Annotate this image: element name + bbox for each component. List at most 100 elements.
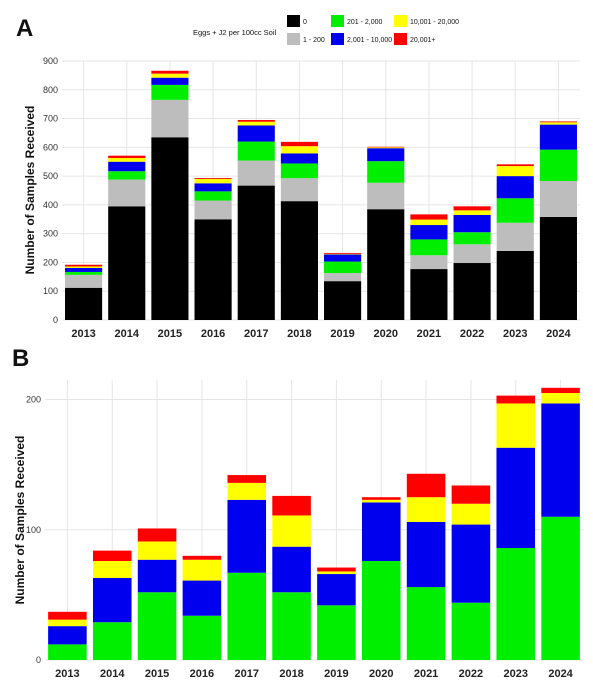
y-tick-label: 700 bbox=[43, 114, 58, 124]
bar-segment bbox=[541, 393, 580, 404]
bar-segment bbox=[182, 555, 222, 560]
bar-segment bbox=[317, 571, 356, 575]
bar-segment bbox=[92, 550, 132, 562]
x-tick-label: 2024 bbox=[548, 668, 573, 680]
bar-segment bbox=[451, 602, 491, 660]
bar-segment bbox=[324, 254, 362, 262]
x-tick-label: 2022 bbox=[459, 668, 483, 680]
bar-segment bbox=[539, 124, 577, 150]
x-tick-label: 2013 bbox=[55, 668, 79, 680]
bar-segment bbox=[541, 387, 580, 394]
y-tick-label: 600 bbox=[43, 142, 58, 152]
bar-segment bbox=[92, 561, 132, 578]
x-tick-label: 2023 bbox=[504, 668, 528, 680]
y-tick-label: 0 bbox=[36, 655, 41, 665]
legend-swatch bbox=[394, 33, 407, 45]
y-tick-label: 300 bbox=[43, 229, 58, 239]
bar-segment bbox=[496, 166, 534, 177]
bar-segment bbox=[453, 263, 491, 320]
bar-segment bbox=[237, 185, 275, 320]
bar-segment bbox=[280, 163, 318, 179]
bar-segment bbox=[539, 149, 577, 182]
x-tick-label: 2019 bbox=[324, 668, 348, 680]
bar-segment bbox=[108, 155, 146, 158]
legend-label: 0 bbox=[303, 19, 307, 26]
x-tick-label: 2016 bbox=[190, 668, 214, 680]
bar-segment bbox=[272, 515, 311, 547]
bar-segment bbox=[65, 271, 103, 275]
bar-segment bbox=[137, 559, 177, 593]
bar-segment bbox=[539, 122, 577, 125]
legend-swatch bbox=[394, 15, 407, 27]
bar-segment bbox=[182, 559, 222, 581]
bar-segment bbox=[272, 495, 311, 516]
bar-segment bbox=[410, 269, 448, 320]
bar-segment bbox=[451, 524, 491, 603]
x-tick-label: 2020 bbox=[369, 668, 393, 680]
bar-segment bbox=[137, 541, 177, 560]
bar-segment bbox=[65, 266, 103, 268]
bar-segment bbox=[227, 499, 267, 573]
bar-segment bbox=[496, 222, 534, 251]
bar-segment bbox=[48, 626, 87, 645]
bar-segment bbox=[406, 521, 446, 588]
y-tick-label: 100 bbox=[43, 286, 58, 296]
bar-segment bbox=[324, 273, 362, 282]
y-tick-label: 200 bbox=[43, 257, 58, 267]
panel-b-chart: Number of Samples Received 0 100 200 2013 20… bbox=[13, 380, 583, 680]
bar-segment bbox=[194, 191, 232, 201]
bar-segment bbox=[410, 239, 448, 256]
bar-segment bbox=[48, 611, 87, 620]
legend-label: 1 - 200 bbox=[303, 37, 325, 44]
bar-segment bbox=[108, 171, 146, 180]
bar-segment bbox=[541, 516, 580, 660]
bar-segment bbox=[280, 153, 318, 164]
bar-segment bbox=[194, 183, 232, 192]
bar-segment bbox=[496, 250, 534, 320]
panel-a-y-axis-label: Number of Samples Received bbox=[23, 106, 37, 275]
bar-segment bbox=[453, 214, 491, 233]
bar-segment bbox=[453, 232, 491, 245]
bar-segment bbox=[367, 182, 405, 210]
bar-segment bbox=[367, 209, 405, 320]
bar-segment bbox=[541, 403, 580, 517]
bar-segment bbox=[406, 473, 446, 498]
panel-letter-b: B bbox=[12, 345, 29, 372]
bar-segment bbox=[108, 206, 146, 320]
bar-segment bbox=[237, 121, 275, 126]
bar-segment bbox=[496, 395, 536, 404]
y-tick-label: 100 bbox=[26, 525, 41, 535]
bar-segment bbox=[237, 160, 275, 186]
x-tick-label: 2020 bbox=[374, 328, 398, 340]
bar-segment bbox=[496, 198, 534, 223]
bar-segment bbox=[227, 475, 267, 483]
x-tick-label: 2019 bbox=[330, 328, 354, 340]
y-tick-label: 0 bbox=[53, 315, 58, 325]
bar-segment bbox=[227, 482, 267, 500]
bar-segment bbox=[367, 147, 405, 149]
bar-segment bbox=[496, 176, 534, 199]
legend: Eggs + J2 per 100cc Soil 0 1 - 200 201 - 2… bbox=[193, 15, 459, 45]
bar-segment bbox=[137, 592, 177, 660]
x-tick-label: 2013 bbox=[71, 328, 95, 340]
legend-swatch bbox=[331, 33, 344, 45]
bar-segment bbox=[108, 179, 146, 207]
bar-segment bbox=[151, 73, 189, 78]
bar-segment bbox=[182, 615, 222, 660]
bar-segment bbox=[539, 181, 577, 217]
legend-label: 201 - 2,000 bbox=[347, 19, 383, 26]
x-tick-label: 2016 bbox=[201, 328, 225, 340]
legend-label: 10,001 - 20,000 bbox=[410, 19, 459, 26]
bar-segment bbox=[280, 201, 318, 320]
bar-segment bbox=[194, 178, 232, 184]
y-tick-label: 200 bbox=[26, 395, 41, 405]
panel-a-chart: Number of Samples Received 0 100 200 300 400… bbox=[23, 56, 580, 340]
bar-segment bbox=[324, 252, 362, 254]
x-tick-label: 2018 bbox=[287, 328, 311, 340]
bar-segment bbox=[237, 141, 275, 161]
y-tick-label: 500 bbox=[43, 171, 58, 181]
bar-segment bbox=[367, 148, 405, 162]
bar-segment bbox=[65, 264, 103, 267]
bar-segment bbox=[92, 577, 132, 623]
x-tick-label: 2022 bbox=[460, 328, 484, 340]
